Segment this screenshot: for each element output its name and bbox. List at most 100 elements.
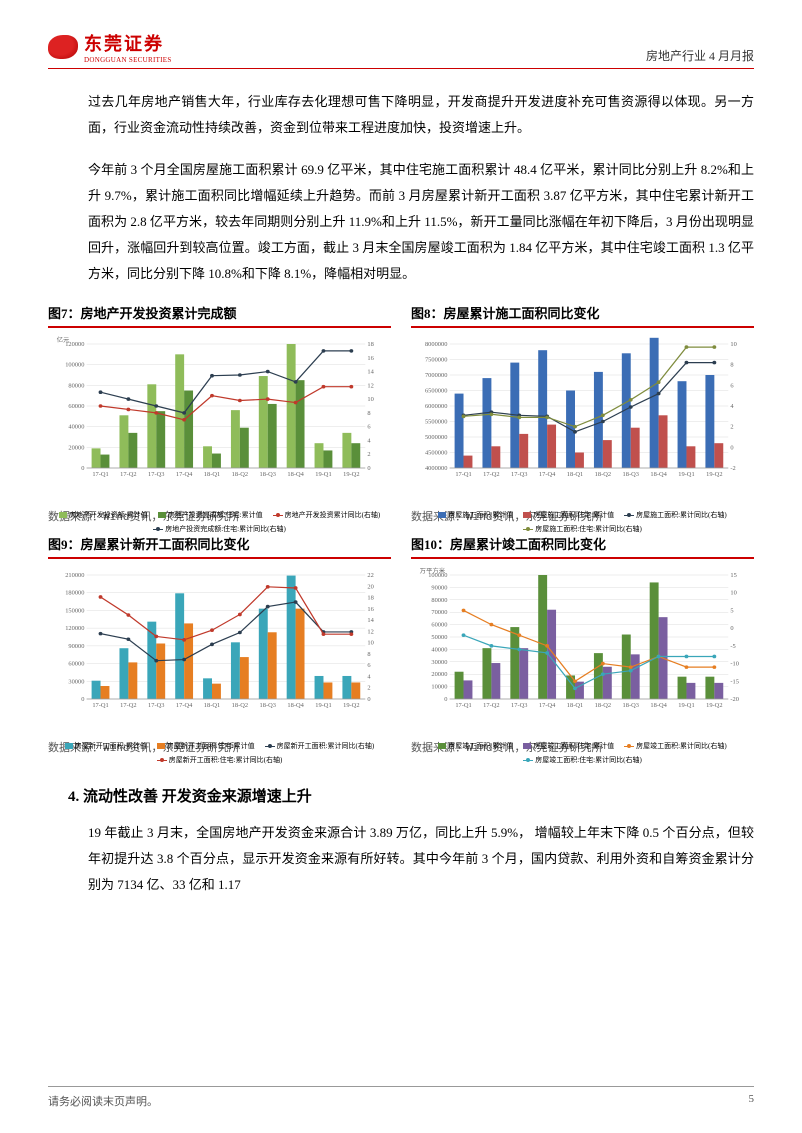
svg-text:8000000: 8000000 <box>425 341 447 348</box>
svg-text:-10: -10 <box>730 661 739 668</box>
chart-9-title: 图9：房屋累计新开工面积同比变化 <box>48 534 391 553</box>
svg-text:5: 5 <box>730 608 733 615</box>
svg-text:19-Q1: 19-Q1 <box>678 702 694 709</box>
chart-8-title: 图8：房屋累计施工面积同比变化 <box>411 303 754 322</box>
svg-text:16: 16 <box>367 606 373 613</box>
svg-text:5500000: 5500000 <box>425 419 447 426</box>
svg-text:-15: -15 <box>730 678 739 685</box>
svg-text:19-Q1: 19-Q1 <box>678 471 694 478</box>
svg-text:17-Q1: 17-Q1 <box>92 471 108 478</box>
chart-10: 图10：房屋累计竣工面积同比变化 01000020000300004000050… <box>411 534 754 755</box>
svg-text:0: 0 <box>730 625 733 632</box>
chart-8-canvas: 4000000 4500000 5000000 5500000 6000000 65000… <box>411 334 754 504</box>
svg-text:14: 14 <box>367 617 373 624</box>
svg-text:4000000: 4000000 <box>425 465 447 472</box>
svg-text:19-Q1: 19-Q1 <box>315 702 331 709</box>
svg-text:18-Q3: 18-Q3 <box>260 702 276 709</box>
svg-text:60000: 60000 <box>431 622 447 629</box>
logo-en: DONGGUAN SECURITIES <box>84 56 172 64</box>
svg-text:17-Q1: 17-Q1 <box>455 471 471 478</box>
svg-text:18-Q4: 18-Q4 <box>287 471 303 478</box>
svg-text:17-Q4: 17-Q4 <box>539 471 555 478</box>
svg-text:18-Q3: 18-Q3 <box>623 702 639 709</box>
chart-9: 图9：房屋累计新开工面积同比变化 03000060000900001200001… <box>48 534 391 755</box>
svg-text:6: 6 <box>367 662 370 669</box>
svg-text:6000000: 6000000 <box>425 403 447 410</box>
svg-text:18: 18 <box>367 341 373 348</box>
svg-text:18-Q4: 18-Q4 <box>287 702 303 709</box>
svg-text:20000: 20000 <box>431 671 447 678</box>
report-title: 房地产行业 4 月月报 <box>646 47 754 64</box>
svg-text:20000: 20000 <box>68 445 84 452</box>
svg-text:10: 10 <box>367 640 373 647</box>
svg-text:17-Q4: 17-Q4 <box>176 702 192 709</box>
svg-text:6: 6 <box>367 424 370 431</box>
svg-text:0: 0 <box>444 696 447 703</box>
svg-text:18-Q1: 18-Q1 <box>567 471 583 478</box>
svg-text:20: 20 <box>367 583 373 590</box>
logo: 东莞证券 DONGGUAN SECURITIES <box>48 30 172 64</box>
svg-text:17-Q1: 17-Q1 <box>92 702 108 709</box>
svg-text:100000: 100000 <box>65 362 84 369</box>
svg-text:60000: 60000 <box>68 661 84 668</box>
svg-text:17-Q1: 17-Q1 <box>455 702 471 709</box>
svg-text:40000: 40000 <box>431 647 447 654</box>
chart-8: 图8：房屋累计施工面积同比变化 4000000 4500000 5000000 550… <box>411 303 754 524</box>
svg-text:17-Q2: 17-Q2 <box>483 471 499 478</box>
svg-text:90000: 90000 <box>68 643 84 650</box>
paragraph-1: 过去几年房地产销售大年，行业库存去化理想可售下降明显，开发商提升开发进度补充可售… <box>88 89 754 141</box>
svg-text:18-Q4: 18-Q4 <box>650 471 666 478</box>
svg-text:2: 2 <box>367 451 370 458</box>
svg-text:17-Q4: 17-Q4 <box>539 702 555 709</box>
paragraph-2: 今年前 3 个月全国房屋施工面积累计 69.9 亿平米，其中住宅施工面积累计 4… <box>88 157 754 287</box>
svg-text:亿元: 亿元 <box>57 336 70 344</box>
svg-text:0: 0 <box>730 445 733 452</box>
chart-7-title: 图7：房地产开发投资累计完成额 <box>48 303 391 322</box>
svg-text:80000: 80000 <box>68 383 84 390</box>
svg-text:22: 22 <box>367 572 373 579</box>
svg-text:70000: 70000 <box>431 609 447 616</box>
svg-text:12: 12 <box>367 629 373 636</box>
section-4-head: 4. 流动性改善 开发资金来源增速上升 <box>68 785 754 806</box>
chart-9-canvas: 0300006000090000120000150000180000210000… <box>48 565 391 735</box>
svg-text:17-Q3: 17-Q3 <box>148 471 164 478</box>
svg-text:19-Q2: 19-Q2 <box>706 702 722 709</box>
svg-text:210000: 210000 <box>65 572 84 579</box>
svg-text:8: 8 <box>367 410 370 417</box>
chart-7-canvas: 0200004000060000800001000001200000246810… <box>48 334 391 504</box>
svg-text:18-Q1: 18-Q1 <box>204 471 220 478</box>
footer-disclaimer: 请务必阅读末页声明。 <box>48 1093 158 1109</box>
svg-text:150000: 150000 <box>65 608 84 615</box>
svg-text:0: 0 <box>367 465 370 472</box>
svg-text:17-Q3: 17-Q3 <box>148 702 164 709</box>
svg-text:80000: 80000 <box>431 597 447 604</box>
chart-10-canvas: 0100002000030000400005000060000700008000… <box>411 565 754 735</box>
svg-text:17-Q2: 17-Q2 <box>120 471 136 478</box>
svg-text:0: 0 <box>81 465 84 472</box>
svg-text:6: 6 <box>730 383 733 390</box>
svg-text:18-Q3: 18-Q3 <box>260 471 276 478</box>
svg-text:万平方米: 万平方米 <box>420 567 446 575</box>
svg-text:18: 18 <box>367 595 373 602</box>
svg-text:40000: 40000 <box>68 424 84 431</box>
svg-text:-5: -5 <box>730 643 735 650</box>
svg-text:17-Q3: 17-Q3 <box>511 702 527 709</box>
svg-text:60000: 60000 <box>68 403 84 410</box>
svg-text:6500000: 6500000 <box>425 388 447 395</box>
svg-text:10: 10 <box>367 396 373 403</box>
paragraph-3: 19 年截止 3 月末，全国房地产开发资金来源合计 3.89 万亿，同比上升 5… <box>88 820 754 898</box>
svg-text:4500000: 4500000 <box>425 450 447 457</box>
svg-text:19-Q2: 19-Q2 <box>706 471 722 478</box>
chart-10-title: 图10：房屋累计竣工面积同比变化 <box>411 534 754 553</box>
svg-text:8: 8 <box>730 362 733 369</box>
svg-text:180000: 180000 <box>65 590 84 597</box>
svg-text:7500000: 7500000 <box>425 357 447 364</box>
svg-text:19-Q2: 19-Q2 <box>343 702 359 709</box>
svg-text:5000000: 5000000 <box>425 434 447 441</box>
svg-text:90000: 90000 <box>431 585 447 592</box>
svg-text:19-Q2: 19-Q2 <box>343 471 359 478</box>
svg-text:2: 2 <box>367 685 370 692</box>
svg-text:18-Q3: 18-Q3 <box>623 471 639 478</box>
svg-text:18-Q2: 18-Q2 <box>232 471 248 478</box>
svg-text:17-Q4: 17-Q4 <box>176 471 192 478</box>
